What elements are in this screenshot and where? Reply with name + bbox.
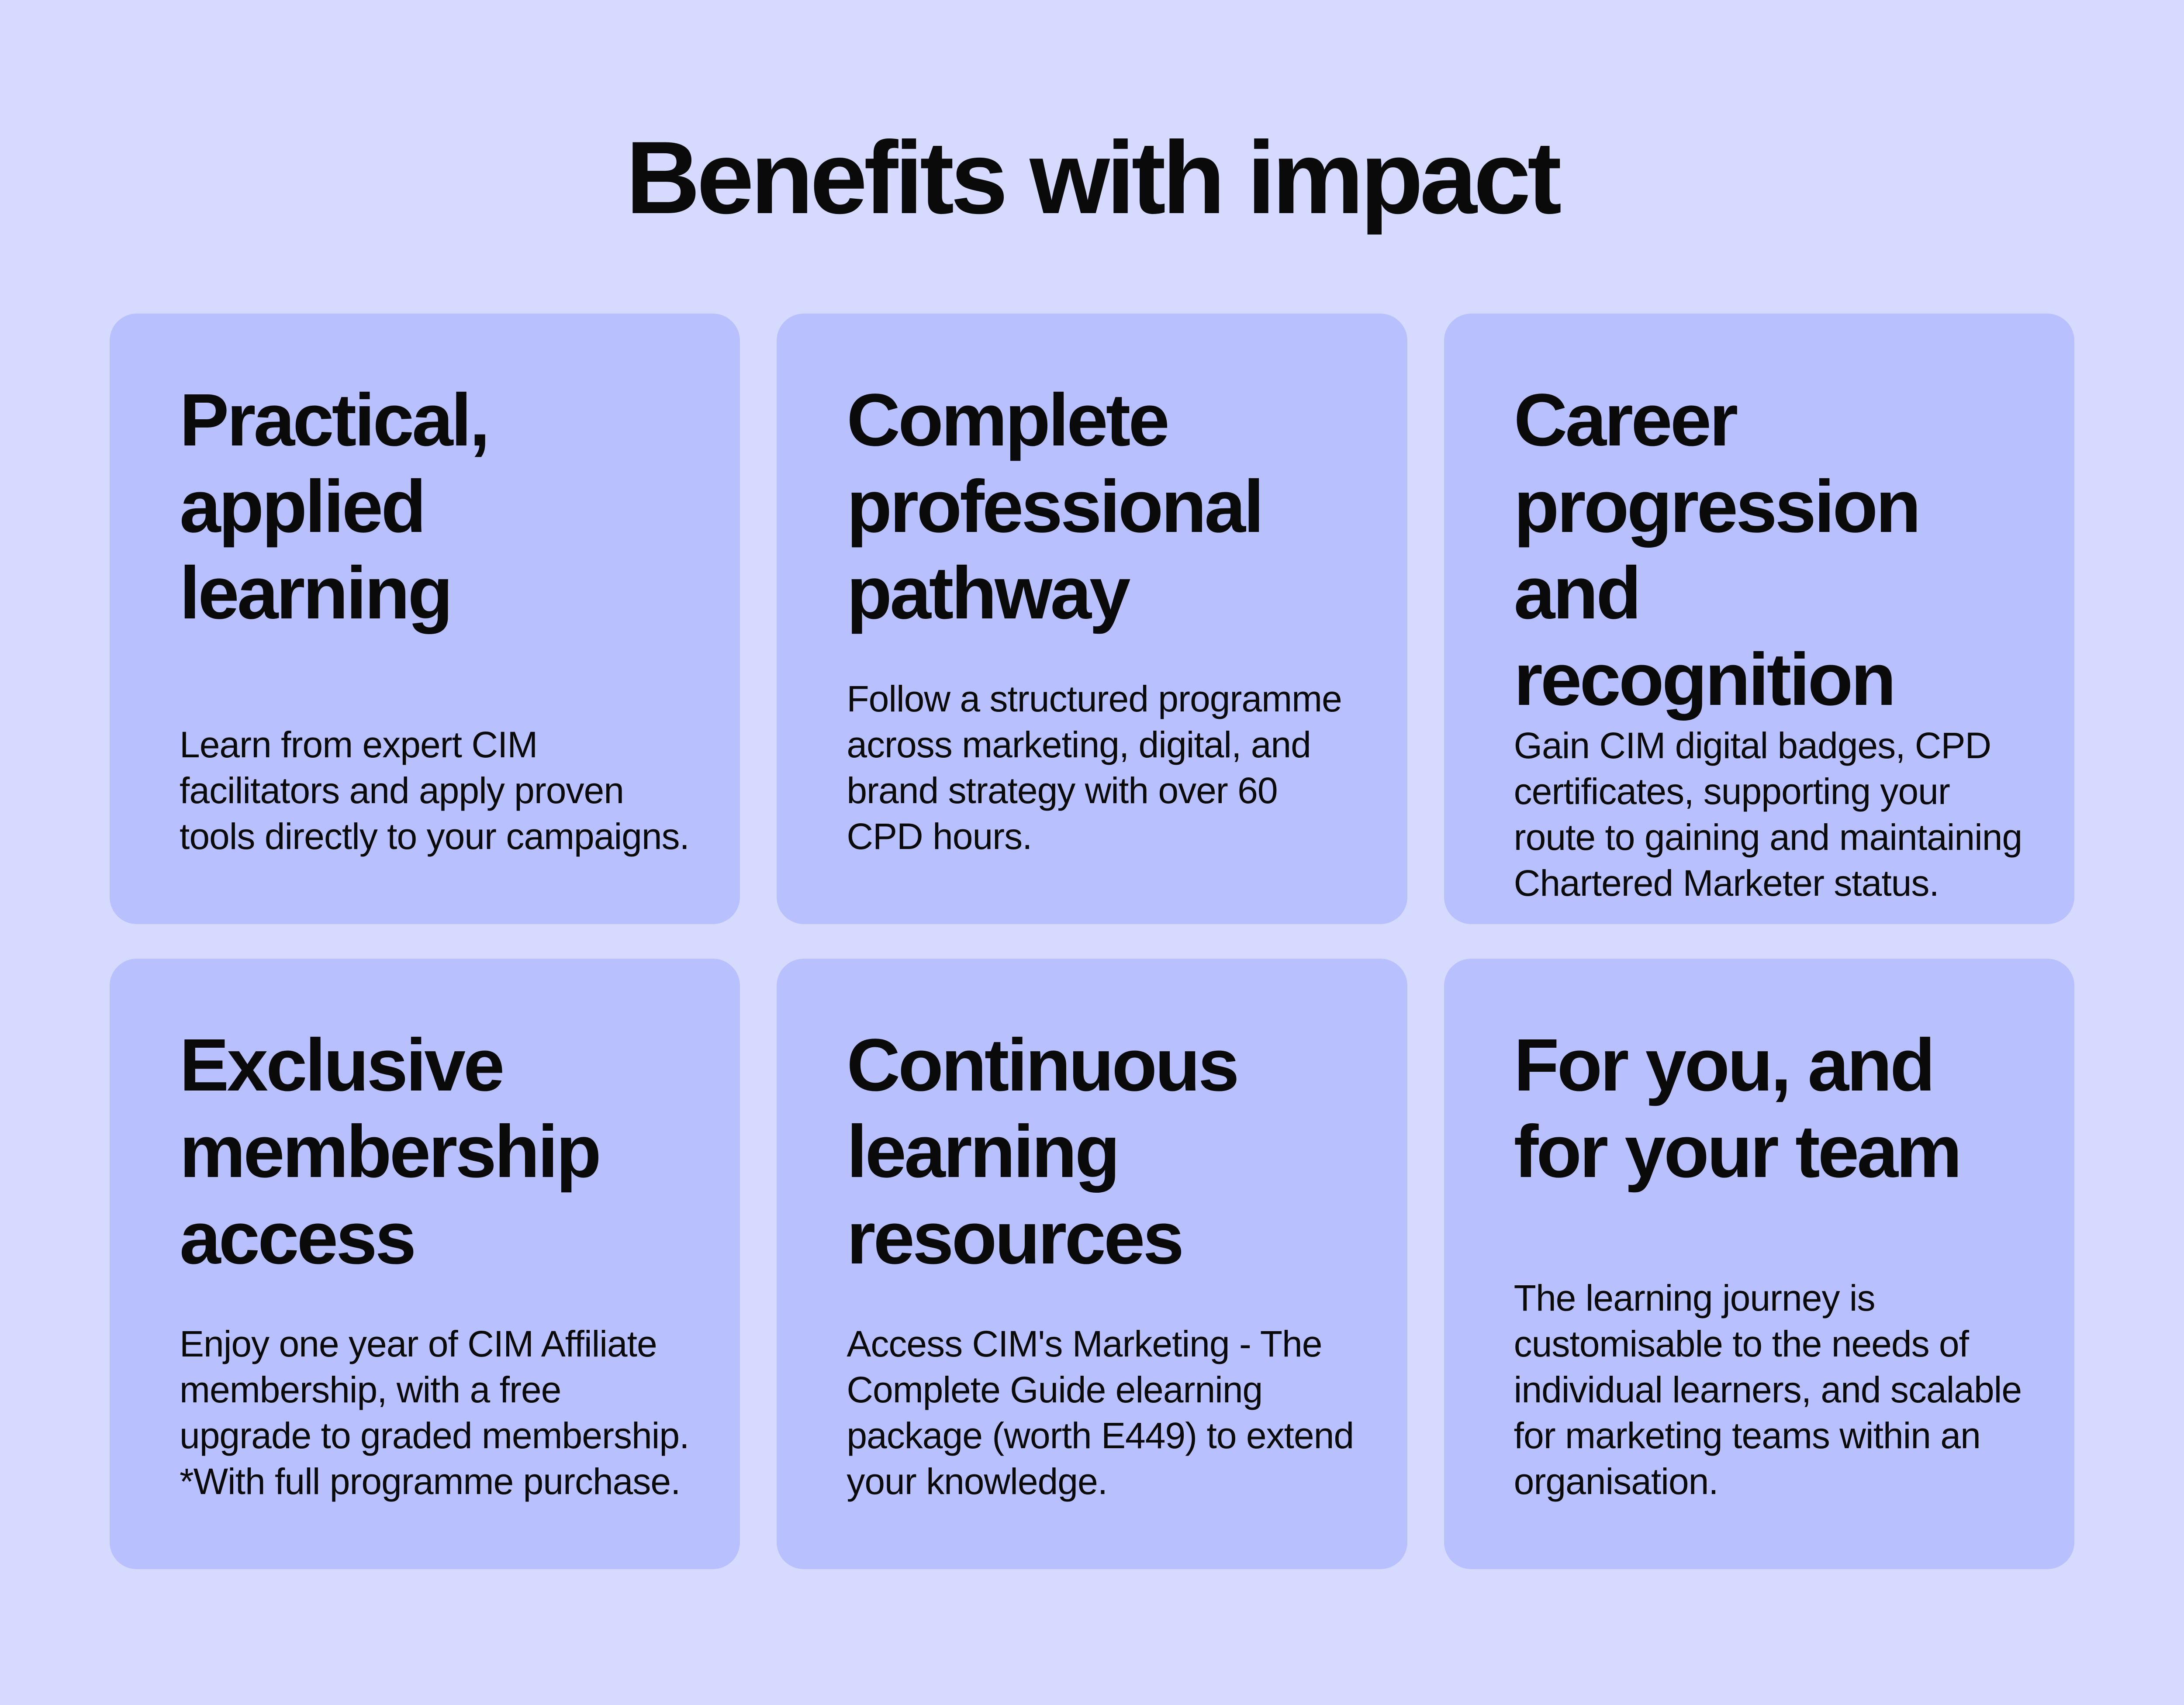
benefits-grid: Practical, applied learning Learn from e… xyxy=(0,314,2184,1569)
card-body: Access CIM's Marketing - The Complete Gu… xyxy=(847,1323,1354,1502)
benefit-card-membership-access: Exclusive membership access Enjoy one ye… xyxy=(110,959,740,1569)
benefit-card-professional-pathway: Complete professional pathway Follow a s… xyxy=(777,314,1407,924)
benefit-card-practical-learning: Practical, applied learning Learn from e… xyxy=(110,314,740,924)
card-heading: For you, and for your team xyxy=(1514,1024,1962,1193)
benefit-card-learning-resources: Continuous learning resources Access CIM… xyxy=(777,959,1407,1569)
benefit-card-you-and-team: For you, and for your team The learning … xyxy=(1444,959,2074,1569)
card-heading: Practical, applied learning xyxy=(180,379,490,635)
card-body: Follow a structured programme across mar… xyxy=(847,678,1342,857)
page-title: Benefits with impact xyxy=(625,120,1562,235)
card-heading: Continuous learning resources xyxy=(847,1024,1239,1280)
card-body: Gain CIM digital badges, CPD certificate… xyxy=(1514,725,2023,904)
card-body: Enjoy one year of CIM Affiliate membersh… xyxy=(180,1323,689,1502)
card-heading: Career progression and recognition xyxy=(1514,379,1921,721)
card-body: Learn from expert CIM facilitators and a… xyxy=(180,724,690,857)
card-heading: Complete professional pathway xyxy=(847,379,1264,635)
benefit-card-career-progression: Career progression and recognition Gain … xyxy=(1444,314,2074,924)
card-heading: Exclusive membership access xyxy=(180,1024,601,1280)
card-body: The learning journey is customisable to … xyxy=(1514,1277,2022,1502)
